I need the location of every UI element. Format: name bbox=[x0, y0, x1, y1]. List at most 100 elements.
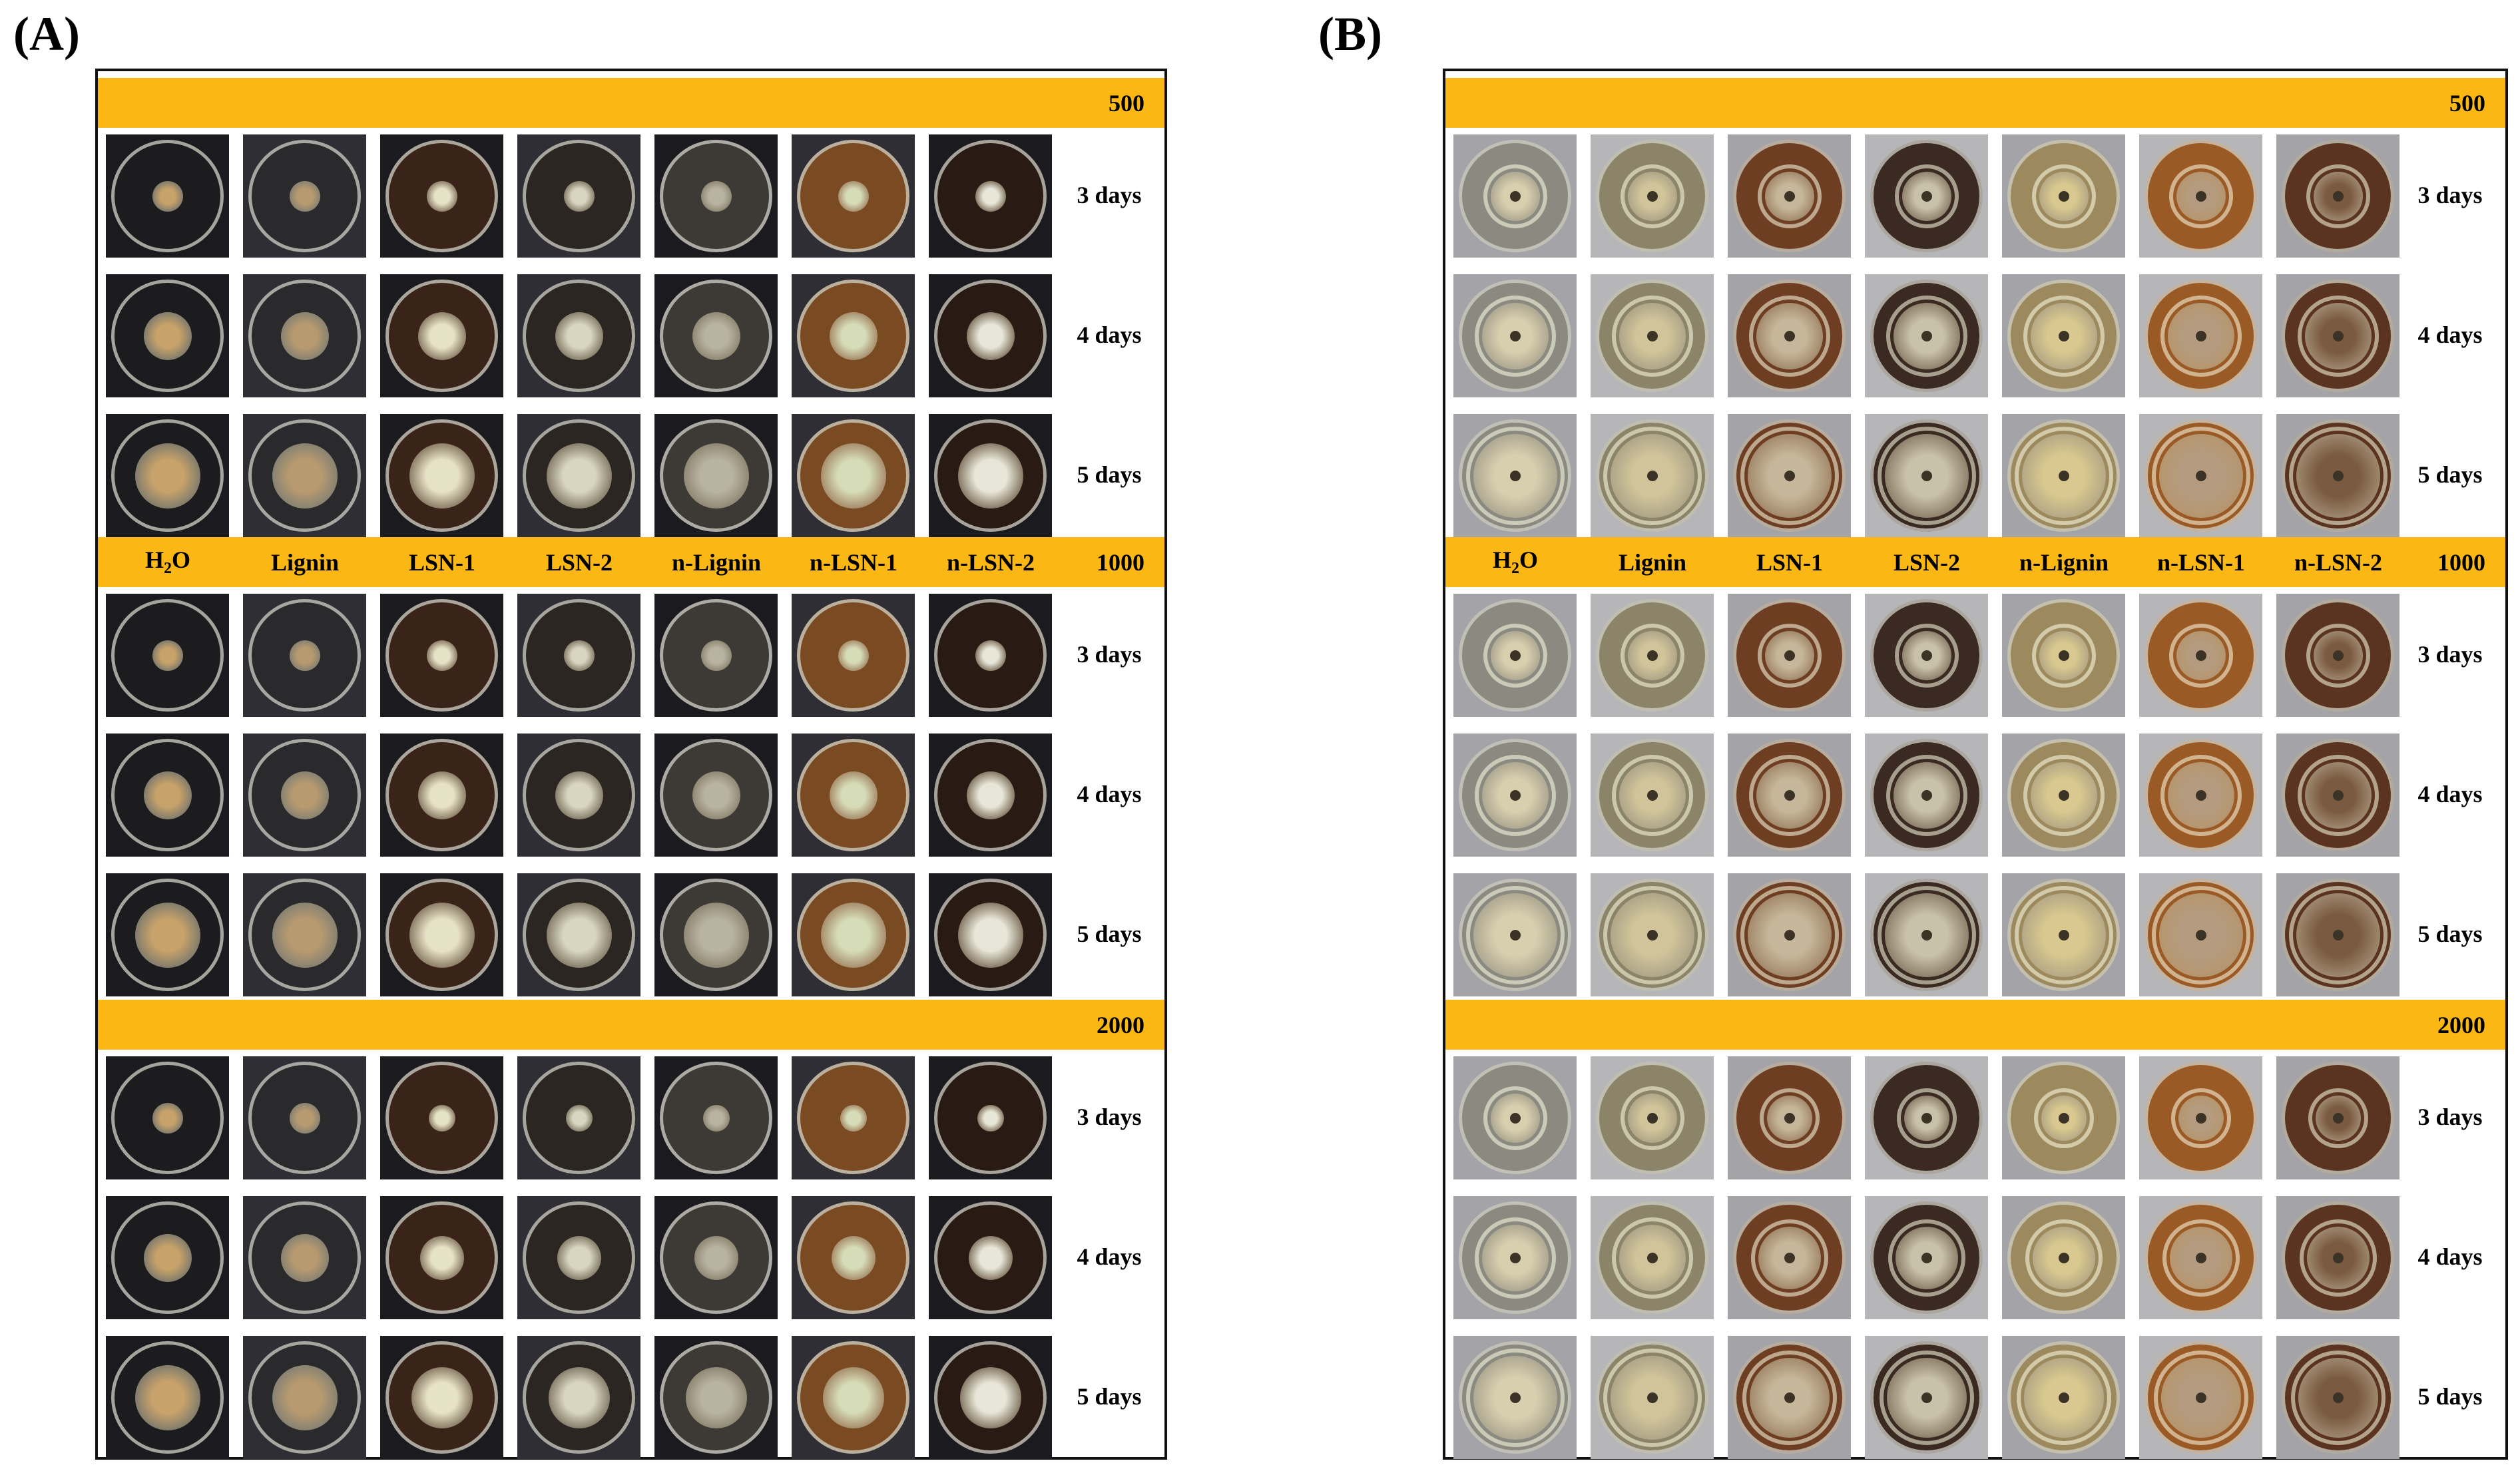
petri-dish-image bbox=[380, 734, 503, 857]
colony-ring bbox=[1483, 623, 1547, 688]
petri-dish-image bbox=[1591, 873, 1714, 996]
plate-row-2000-1: 4 days bbox=[1445, 1193, 2505, 1323]
petri-rim bbox=[111, 280, 224, 392]
petri-dish-image bbox=[792, 274, 915, 397]
fungal-colony bbox=[417, 771, 466, 819]
petri-dish-image bbox=[2139, 414, 2262, 537]
fungal-colony bbox=[289, 640, 320, 671]
petri-dish-image bbox=[380, 594, 503, 717]
colony-center bbox=[1509, 1112, 1521, 1124]
petri-dish-image bbox=[2002, 1336, 2125, 1459]
petri-dish-image bbox=[517, 734, 640, 857]
colony-center bbox=[2332, 929, 2344, 941]
colony-center bbox=[1784, 650, 1795, 661]
colony-center bbox=[2332, 789, 2344, 801]
petri-dish-image bbox=[654, 1056, 778, 1179]
fungal-colony bbox=[683, 443, 749, 509]
colony-ring bbox=[1611, 754, 1693, 836]
colony-center bbox=[2058, 190, 2069, 202]
colony-ring bbox=[1474, 754, 1556, 836]
colony-ring bbox=[2014, 426, 2113, 525]
petri-dish-image bbox=[1591, 1056, 1714, 1179]
concentration-label: 500 bbox=[1109, 89, 1144, 116]
fungal-colony bbox=[152, 180, 183, 212]
fungal-colony bbox=[563, 640, 595, 671]
colony-ring bbox=[1483, 1086, 1547, 1150]
fungal-colony bbox=[557, 1235, 601, 1280]
day-label: 4 days bbox=[1077, 1243, 1142, 1270]
treatment-label-lsn-1: LSN-1 bbox=[1756, 548, 1824, 576]
petri-dish-image bbox=[1728, 873, 1851, 996]
colony-center bbox=[1784, 789, 1795, 801]
fungal-colony bbox=[289, 180, 320, 212]
panel-b-frame: 500 3 days 4 days 5 days 1000 H2O Lignin LSN-1 L… bbox=[1443, 69, 2508, 1460]
colony-ring bbox=[1748, 295, 1830, 377]
fungal-colony bbox=[694, 1235, 738, 1280]
colony-center bbox=[2058, 1112, 2069, 1124]
fungal-colony bbox=[409, 443, 475, 509]
day-label: 4 days bbox=[2417, 1243, 2483, 1270]
plate-row-2000-2: 5 days bbox=[1445, 1333, 2505, 1462]
fungal-colony bbox=[280, 1233, 329, 1282]
petri-dish-image bbox=[929, 873, 1052, 996]
colony-center bbox=[1646, 190, 1658, 202]
colony-center bbox=[1921, 330, 1932, 341]
petri-dish-image bbox=[1591, 734, 1714, 857]
petri-dish-image bbox=[1591, 134, 1714, 258]
plate-row-1000-0: 3 days bbox=[1445, 590, 2505, 720]
day-label: 5 days bbox=[2417, 461, 2483, 488]
concentration-label: 500 bbox=[2449, 89, 2485, 116]
colony-ring bbox=[1611, 1217, 1693, 1299]
colony-ring bbox=[2162, 1219, 2240, 1297]
colony-center bbox=[1784, 1252, 1795, 1263]
colony-center bbox=[1921, 1112, 1932, 1124]
fungal-colony bbox=[829, 312, 878, 360]
colony-ring bbox=[1603, 426, 1702, 525]
colony-ring bbox=[1877, 426, 1976, 525]
petri-dish-image bbox=[1728, 734, 1851, 857]
petri-dish-image bbox=[106, 594, 229, 717]
colony-ring bbox=[2306, 623, 2370, 688]
fungal-colony bbox=[426, 180, 457, 212]
petri-dish-image bbox=[1453, 134, 1577, 258]
fungal-colony bbox=[820, 902, 886, 968]
fungal-colony bbox=[272, 1365, 338, 1430]
colony-center bbox=[2332, 190, 2344, 202]
concentration-band-500: 500 bbox=[98, 78, 1164, 128]
petri-rim bbox=[2007, 1062, 2120, 1174]
colony-ring bbox=[2290, 1350, 2386, 1445]
colony-ring bbox=[1483, 164, 1547, 228]
fungal-colony bbox=[957, 902, 1023, 968]
petri-dish-image bbox=[2139, 594, 2262, 717]
plate-row-500-0: 3 days bbox=[1445, 131, 2505, 261]
concentration-label: 2000 bbox=[1097, 1011, 1144, 1038]
colony-ring bbox=[1620, 623, 1684, 688]
petri-dish-image bbox=[2139, 1196, 2262, 1319]
treatment-label-lsn-2: LSN-2 bbox=[1893, 548, 1961, 576]
colony-ring bbox=[1474, 1217, 1556, 1299]
fungal-colony bbox=[966, 312, 1015, 360]
day-label: 5 days bbox=[1077, 921, 1142, 947]
fungal-colony bbox=[411, 1367, 473, 1428]
petri-dish-image bbox=[2002, 134, 2125, 258]
petri-dish-image bbox=[1728, 134, 1851, 258]
treatment-label-h2o: H2O bbox=[1492, 546, 1539, 578]
colony-center bbox=[1646, 470, 1658, 481]
petri-dish-image bbox=[654, 873, 778, 996]
colony-center bbox=[2058, 929, 2069, 941]
petri-rim bbox=[111, 599, 224, 712]
petri-dish-image bbox=[380, 274, 503, 397]
plate-row-2000-1: 4 days bbox=[98, 1193, 1164, 1323]
petri-dish-image bbox=[106, 734, 229, 857]
fungal-colony bbox=[957, 443, 1023, 509]
petri-dish-image bbox=[106, 1056, 229, 1179]
petri-dish-image bbox=[2002, 734, 2125, 857]
colony-ring bbox=[2031, 623, 2096, 688]
fungal-colony bbox=[838, 180, 869, 212]
colony-center bbox=[2195, 789, 2206, 801]
petri-dish-image bbox=[243, 594, 366, 717]
petri-dish-image bbox=[2276, 594, 2399, 717]
colony-ring bbox=[1894, 164, 1959, 228]
petri-rim bbox=[248, 739, 361, 851]
colony-center bbox=[2195, 470, 2206, 481]
